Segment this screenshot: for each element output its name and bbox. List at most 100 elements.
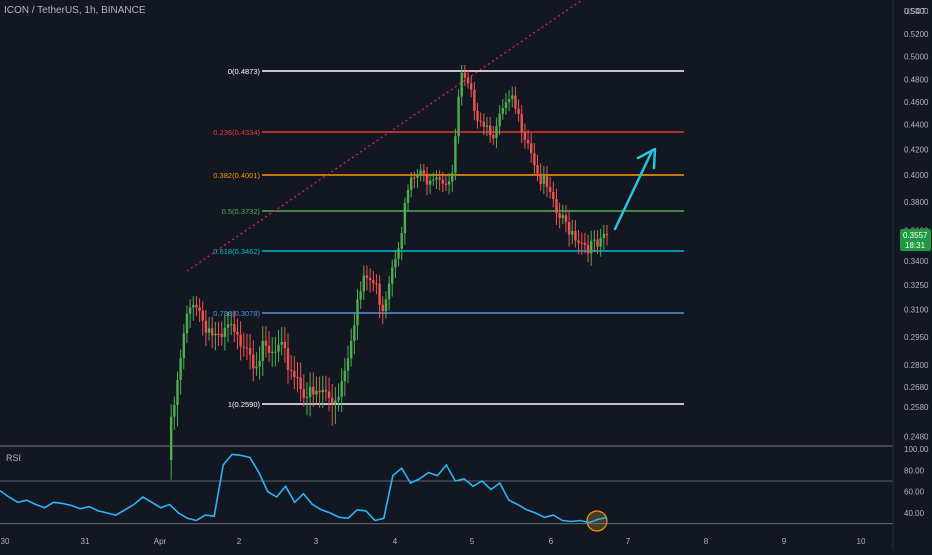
candle-body	[258, 360, 261, 367]
time-tick-label: 8	[704, 537, 709, 546]
candle-body	[315, 390, 318, 395]
candle-body	[586, 244, 590, 254]
candle-body	[252, 354, 255, 369]
time-tick-label: 7	[626, 537, 631, 546]
rsi-tick-label: 40.00	[904, 509, 925, 518]
candle-body	[318, 390, 321, 393]
candle-body	[312, 386, 315, 395]
fib-level-label: 0.618(0.3462)	[213, 247, 260, 256]
price-tick-label: 0.4600	[904, 98, 929, 107]
rsi-tick-label: 100.00	[904, 445, 929, 454]
price-tick-label: 0.2580	[904, 403, 929, 412]
candle-body	[517, 108, 520, 114]
rsi-tick-label: 80.00	[904, 466, 925, 475]
candle-body	[473, 89, 476, 112]
candle-body	[267, 345, 271, 353]
candle-body	[605, 233, 609, 236]
candle-body	[403, 202, 407, 234]
candle-body	[454, 136, 457, 173]
candle-body	[346, 358, 350, 371]
candle-body	[356, 299, 359, 326]
price-tick-label: 0.4400	[904, 121, 929, 130]
candle-body	[340, 381, 343, 397]
candle-body	[416, 174, 419, 178]
candle-body	[185, 313, 189, 334]
arrow-up-icon[interactable]	[613, 147, 657, 231]
candle-body	[422, 170, 426, 174]
fib-level-label: 0.382(0.4001)	[213, 171, 260, 180]
price-tick-label: 0.3800	[904, 198, 929, 207]
candle-body	[236, 331, 239, 335]
price-tick-label: 0.4200	[904, 145, 929, 154]
price-tick-label: 0.2950	[904, 333, 929, 342]
candle-body	[428, 180, 432, 185]
candle-body	[548, 187, 552, 192]
candle-body	[460, 72, 463, 97]
candle-body	[359, 291, 362, 300]
fib-level-label: 1(0.2590)	[228, 400, 261, 409]
candle-body	[381, 304, 384, 312]
candle-body	[523, 132, 527, 140]
candle-body	[375, 283, 378, 285]
candle-body	[207, 328, 211, 333]
candle-body	[488, 125, 492, 135]
candle-body	[293, 370, 296, 377]
candle-body	[533, 153, 536, 166]
candle-body	[248, 348, 252, 355]
fibonacci-retracement[interactable]: 0(0.4873) 0.236(0.4334) 0.382(0.4001) 0.5(0…	[213, 67, 684, 409]
candle-body	[378, 283, 381, 305]
candle-body	[425, 173, 429, 185]
rsi-highlight-circle[interactable]	[586, 510, 608, 532]
candle-body	[331, 397, 334, 404]
price-tick-label: 0.5200	[904, 30, 929, 39]
candle-body	[397, 248, 400, 259]
candle-body	[558, 213, 561, 218]
time-tick-label: 4	[393, 537, 398, 546]
candle-body	[226, 324, 230, 328]
candle-body	[211, 328, 214, 336]
time-tick-label: 2	[237, 537, 242, 546]
candle-body	[593, 239, 596, 241]
price-tick-label: 0.4000	[904, 171, 929, 180]
candle-body	[173, 404, 176, 417]
candle-body	[542, 176, 546, 184]
candle-body	[406, 189, 410, 203]
candle-body	[274, 351, 277, 353]
candle-body	[394, 258, 397, 268]
time-tick-label: 6	[549, 537, 554, 546]
candle-body	[435, 177, 438, 180]
candle-body	[545, 176, 549, 188]
candle-body	[530, 143, 533, 154]
candle-body	[466, 77, 470, 84]
candle-body	[485, 125, 489, 127]
candle-body	[324, 389, 328, 392]
time-tick-label: 10	[857, 537, 866, 546]
rsi-pane[interactable]: 100.00 80.00 60.00 40.00	[0, 445, 929, 525]
price-tick-label: 0.3400	[904, 257, 929, 266]
candle-body	[574, 230, 577, 241]
candle-body	[192, 304, 195, 308]
time-tick-label: 5	[470, 537, 475, 546]
candle-body	[245, 347, 249, 349]
candle-body	[571, 230, 574, 235]
candle-body	[391, 267, 394, 284]
candle-body	[286, 348, 290, 370]
time-axis[interactable]: 30 31 Apr 2 3 4 5 6 7 8 9 10	[1, 537, 866, 546]
time-tick-label: 3	[314, 537, 319, 546]
candle-body	[349, 340, 353, 359]
candle-body	[204, 320, 208, 333]
price-tick-label: 0.3100	[904, 305, 929, 314]
candle-body	[457, 96, 460, 137]
price-axis[interactable]: 0.5400 0.5200 0.5000 0.4800 0.4600 0.4400 0.42…	[904, 7, 929, 441]
candle-body	[242, 346, 245, 348]
candle-body	[511, 95, 514, 100]
price-tick-label: 0.4800	[904, 75, 929, 84]
candle-body	[214, 333, 217, 336]
candle-body	[368, 277, 372, 281]
candle-body	[438, 177, 441, 180]
candle-body	[239, 334, 242, 347]
price-tick-label: 0.2680	[904, 383, 929, 392]
candle-body	[583, 242, 587, 245]
